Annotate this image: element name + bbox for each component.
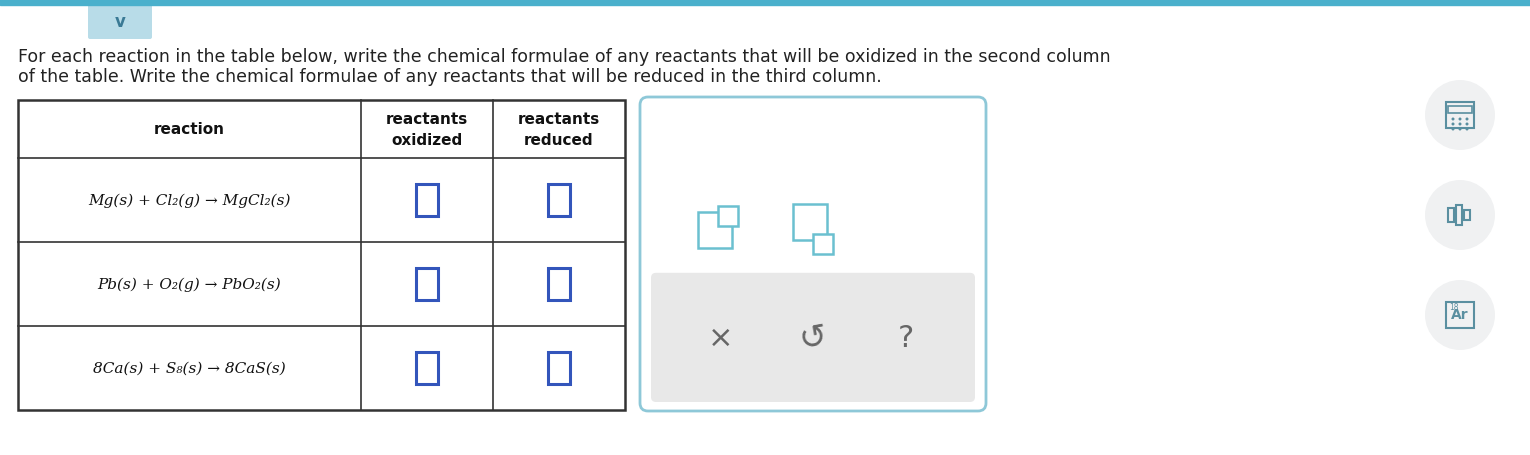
Bar	[1447, 107, 1472, 114]
Circle shape	[1424, 181, 1495, 250]
Bar	[548, 352, 571, 384]
Bar	[1447, 208, 1454, 222]
Text: of the table. Write the chemical formulae of any reactants that will be reduced : of the table. Write the chemical formula…	[18, 68, 881, 86]
Bar	[416, 268, 438, 300]
Text: 8Ca(s) + S₈(s) → 8CaS(s): 8Ca(s) + S₈(s) → 8CaS(s)	[93, 361, 286, 375]
Circle shape	[1452, 118, 1455, 121]
Text: Pb(s) + O₂(g) → PbO₂(s): Pb(s) + O₂(g) → PbO₂(s)	[98, 277, 282, 292]
Circle shape	[1424, 81, 1495, 151]
Bar	[548, 268, 571, 300]
Bar	[1446, 103, 1473, 129]
Circle shape	[1466, 123, 1469, 126]
Circle shape	[1458, 128, 1461, 131]
Circle shape	[1424, 280, 1495, 350]
Bar	[548, 185, 571, 217]
Bar	[1457, 206, 1463, 226]
Text: Mg(s) + Cl₂(g) → MgCl₂(s): Mg(s) + Cl₂(g) → MgCl₂(s)	[89, 193, 291, 208]
Text: v: v	[115, 13, 125, 31]
Text: Ar: Ar	[1450, 307, 1469, 321]
Bar	[1464, 211, 1470, 221]
Bar	[698, 212, 731, 248]
Text: reaction: reaction	[155, 122, 225, 137]
Text: ↺: ↺	[796, 319, 829, 356]
Circle shape	[1458, 118, 1461, 121]
Bar	[812, 234, 832, 254]
Text: ?: ?	[897, 323, 913, 352]
Text: ×: ×	[708, 323, 733, 352]
Bar	[0, 0, 1530, 6]
Bar	[18, 101, 624, 410]
FancyBboxPatch shape	[89, 4, 151, 40]
Bar	[718, 207, 737, 227]
Bar	[793, 205, 828, 241]
Text: reactants
oxidized: reactants oxidized	[386, 112, 468, 148]
FancyBboxPatch shape	[650, 273, 975, 402]
Circle shape	[1466, 128, 1469, 131]
Bar	[416, 185, 438, 217]
Bar	[416, 352, 438, 384]
Bar	[1446, 302, 1473, 328]
FancyBboxPatch shape	[640, 98, 985, 411]
Circle shape	[1452, 128, 1455, 131]
Circle shape	[1466, 118, 1469, 121]
Text: For each reaction in the table below, write the chemical formulae of any reactan: For each reaction in the table below, wr…	[18, 48, 1111, 66]
Text: 18: 18	[1449, 303, 1458, 312]
Circle shape	[1452, 123, 1455, 126]
Circle shape	[1458, 123, 1461, 126]
Text: reactants
reduced: reactants reduced	[517, 112, 600, 148]
